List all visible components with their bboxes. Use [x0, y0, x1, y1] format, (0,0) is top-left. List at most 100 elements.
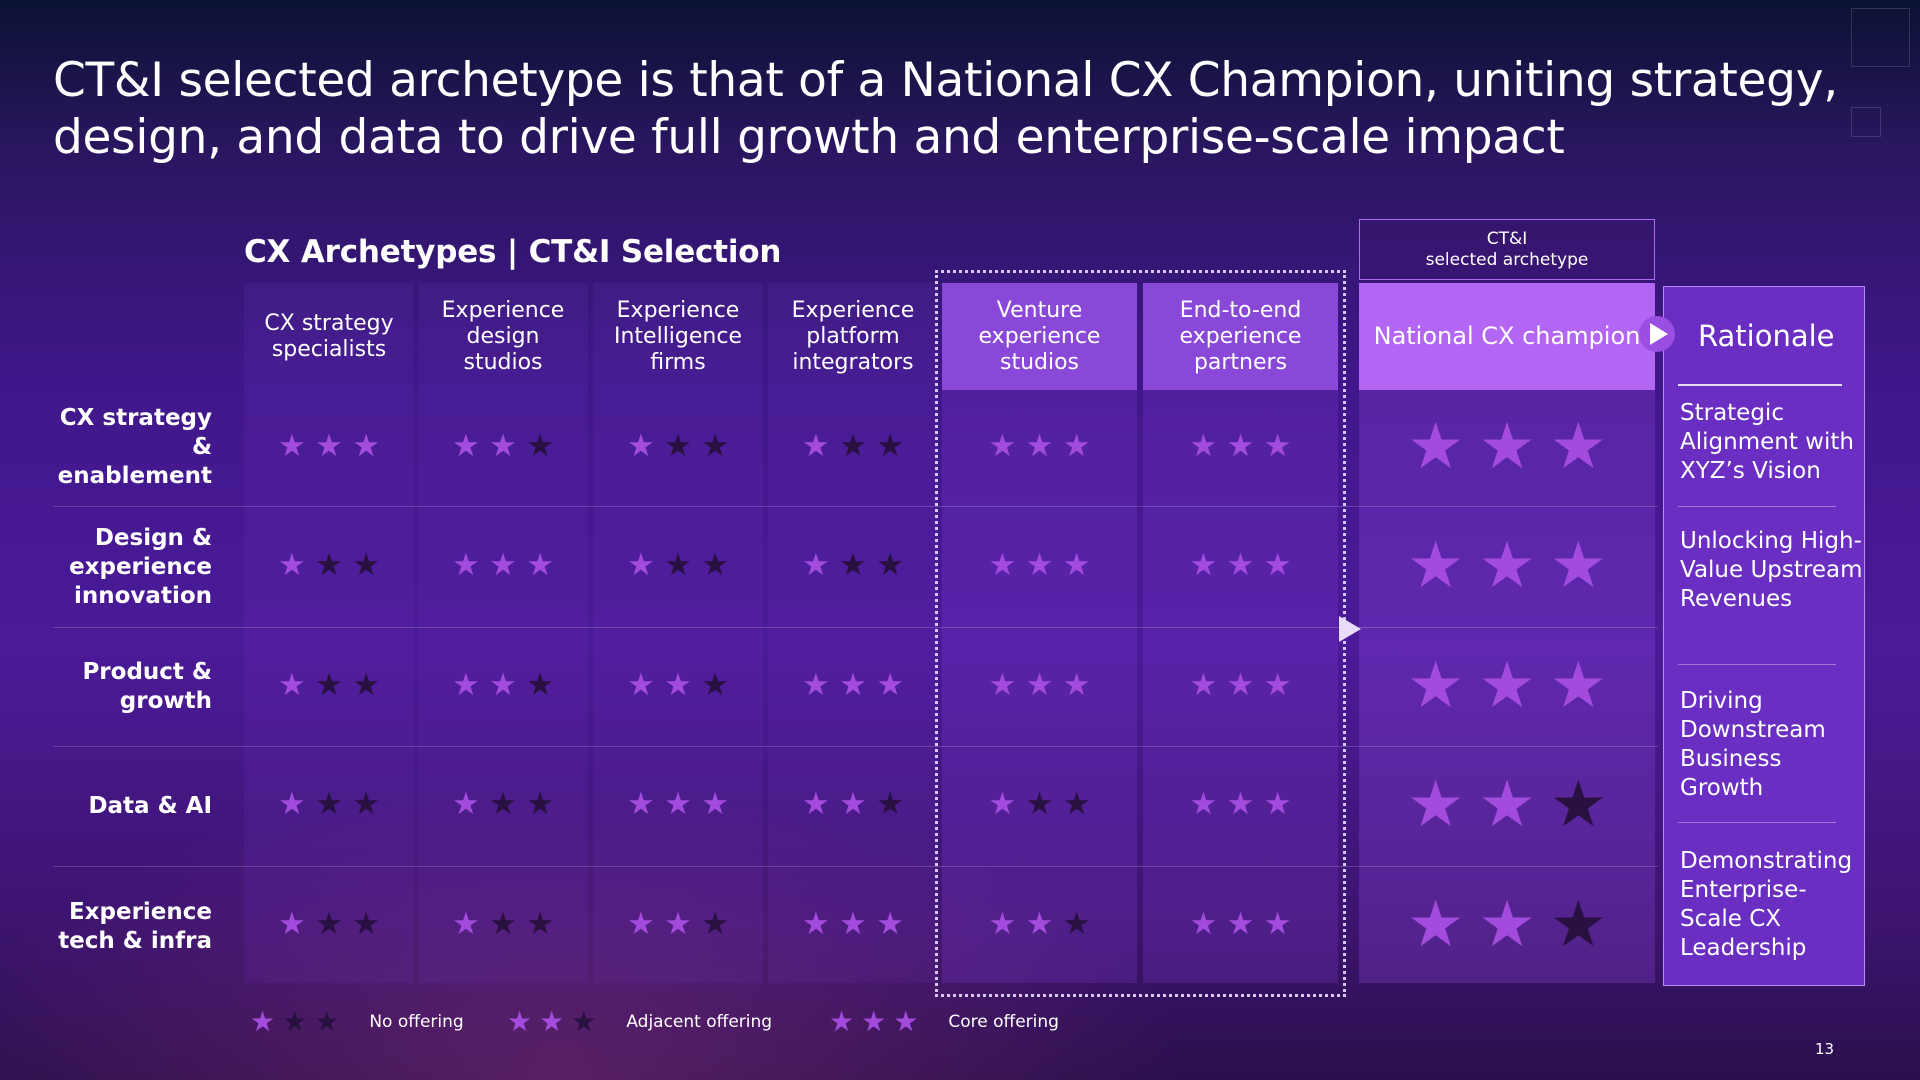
star-icon: ★	[802, 786, 830, 822]
rating-stars: ★ ★ ★	[452, 909, 554, 940]
column-header: Experience platform integrators	[791, 297, 915, 375]
rating-stars: ★ ★ ★	[1407, 773, 1607, 837]
star-icon: ★	[315, 786, 343, 822]
star-icon: ★	[1189, 428, 1218, 464]
star-icon: ★	[839, 428, 867, 464]
star-icon: ★	[1549, 410, 1607, 484]
star-icon: ★	[1189, 667, 1218, 703]
rating-stars: ★ ★ ★	[802, 431, 904, 462]
star-icon: ★	[1062, 667, 1091, 703]
star-icon: ★	[315, 667, 343, 703]
star-icon: ★	[701, 428, 729, 464]
star-icon: ★	[1478, 649, 1536, 723]
legend-item: ★ ★ ★ Core offering	[829, 1008, 1059, 1036]
rating-stars: ★ ★ ★	[452, 789, 554, 820]
star-icon: ★	[876, 428, 904, 464]
star-icon: ★	[526, 786, 554, 822]
star-icon: ★	[1226, 667, 1255, 703]
star-icon: ★	[1263, 786, 1292, 822]
rationale-item: Unlocking High-Value Upstream Revenues	[1680, 528, 1863, 612]
row-label: Data & AI	[88, 793, 212, 819]
rating-stars: ★ ★ ★	[278, 550, 380, 581]
legend-label: Core offering	[948, 1012, 1059, 1032]
decorative-square	[1851, 8, 1910, 67]
section-subtitle: CX Archetypes | CT&I Selection	[244, 234, 782, 270]
star-icon: ★	[314, 1005, 340, 1038]
rating-stars: ★ ★ ★	[1190, 670, 1292, 701]
rating-stars: ★ ★ ★	[452, 550, 554, 581]
rating-stars: ★ ★ ★	[627, 431, 729, 462]
rating-stars: ★ ★ ★	[802, 789, 904, 820]
star-icon: ★	[526, 906, 554, 942]
star-icon: ★	[664, 428, 692, 464]
row-label: Product & growth	[82, 659, 212, 714]
row-divider	[53, 866, 1658, 867]
column-header: National CX champion	[1359, 283, 1655, 390]
star-icon: ★	[664, 667, 692, 703]
star-icon: ★	[1062, 428, 1091, 464]
star-icon: ★	[1478, 888, 1536, 962]
star-icon: ★	[1189, 547, 1218, 583]
star-icon: ★	[861, 1005, 887, 1038]
star-icon: ★	[988, 547, 1017, 583]
star-icon: ★	[1025, 667, 1054, 703]
star-icon: ★	[1263, 428, 1292, 464]
column-header: End-to-end experience partners	[1143, 283, 1338, 390]
star-icon: ★	[278, 906, 306, 942]
dotted-group-outline	[935, 270, 1346, 997]
rationale-divider	[1678, 664, 1836, 665]
star-icon: ★	[1407, 529, 1465, 603]
legend-item: ★ ★ ★ No offering	[250, 1008, 464, 1036]
column-background	[244, 283, 414, 983]
star-icon: ★	[839, 547, 867, 583]
star-icon: ★	[1549, 649, 1607, 723]
star-icon: ★	[1407, 888, 1465, 962]
star-icon: ★	[1226, 428, 1255, 464]
star-icon: ★	[489, 906, 517, 942]
rating-stars: ★ ★ ★	[989, 789, 1091, 820]
rating-stars: ★ ★ ★	[1190, 431, 1292, 462]
star-icon: ★	[489, 547, 517, 583]
star-icon: ★	[802, 906, 830, 942]
star-icon: ★	[829, 1005, 855, 1038]
star-icon: ★	[278, 667, 306, 703]
rating-stars: ★ ★ ★	[1407, 654, 1607, 718]
star-icon: ★	[315, 428, 343, 464]
star-icon: ★	[876, 547, 904, 583]
star-icon: ★	[802, 667, 830, 703]
star-icon: ★	[250, 1005, 276, 1038]
star-icon: ★	[278, 547, 306, 583]
star-icon: ★	[1189, 906, 1218, 942]
star-icon: ★	[452, 667, 480, 703]
column-background	[1359, 283, 1655, 983]
row-divider	[53, 746, 1658, 747]
row-divider	[53, 627, 1658, 628]
rationale-panel: Rationale Strategic Alignment with XYZ’s…	[1663, 286, 1865, 986]
star-icon: ★	[452, 547, 480, 583]
star-icon: ★	[1407, 410, 1465, 484]
star-icon: ★	[452, 906, 480, 942]
page-title: CT&I selected archetype is that of a Nat…	[53, 53, 1838, 165]
star-icon: ★	[278, 428, 306, 464]
star-icon: ★	[452, 428, 480, 464]
rating-stars: ★ ★ ★	[802, 550, 904, 581]
column-background	[418, 283, 588, 983]
star-icon: ★	[1226, 906, 1255, 942]
star-icon: ★	[1549, 529, 1607, 603]
row-label: CX strategy & enablement	[57, 405, 212, 489]
rating-stars: ★ ★ ★	[1407, 415, 1607, 479]
star-icon: ★	[876, 906, 904, 942]
rating-stars: ★ ★ ★	[452, 431, 554, 462]
star-icon: ★	[988, 906, 1017, 942]
rating-stars: ★ ★ ★	[452, 670, 554, 701]
column-background	[942, 283, 1137, 983]
star-icon: ★	[352, 906, 380, 942]
star-icon: ★	[489, 786, 517, 822]
star-icon: ★	[1226, 547, 1255, 583]
rating-stars: ★ ★ ★	[278, 431, 380, 462]
rating-stars: ★ ★ ★	[989, 431, 1091, 462]
star-icon: ★	[627, 428, 655, 464]
star-icon: ★	[1025, 906, 1054, 942]
rating-stars: ★ ★ ★	[1407, 893, 1607, 957]
star-icon: ★	[839, 667, 867, 703]
